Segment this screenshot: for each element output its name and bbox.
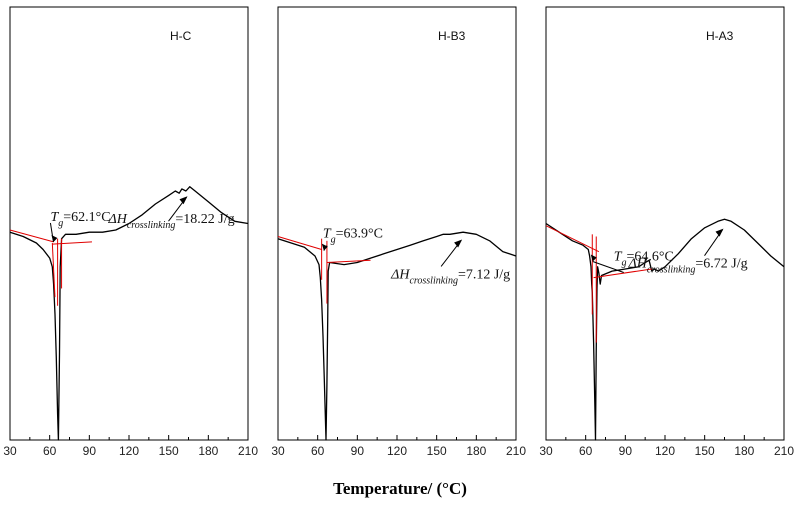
dh-annotation: ΔHcrosslinking=7.12 J/g	[390, 267, 510, 286]
x-tick-label: 60	[311, 444, 325, 458]
dsc-curve	[277, 231, 517, 441]
tg-arrowhead	[590, 254, 597, 262]
panels-group: 30 60 90 120 150 180 210H-CTg=62.1°CΔHcrosslin…	[3, 6, 794, 458]
dh-annotation: ΔHcrosslinking=18.22 J/g	[108, 212, 235, 231]
x-tick-label: 30	[539, 444, 553, 458]
x-tick-label: 120	[655, 444, 675, 458]
tangent-line	[9, 229, 54, 243]
x-tick-label: 150	[427, 444, 447, 458]
panel-label: H-B3	[438, 29, 466, 43]
plot-frame	[277, 6, 517, 441]
x-tick-label: 120	[119, 444, 139, 458]
plot-frame	[545, 6, 785, 441]
x-tick-label: 90	[619, 444, 633, 458]
dh-arrowhead	[715, 228, 724, 237]
tg-arrowhead	[321, 243, 328, 251]
x-tick-label: 210	[506, 444, 526, 458]
dsc-curve	[9, 186, 249, 441]
x-axis-label: Temperature/ (°C)	[333, 479, 467, 498]
tangent-line	[51, 242, 56, 298]
x-tick-label: 30	[271, 444, 285, 458]
tangent-line	[277, 236, 322, 250]
tg-arrowhead	[51, 234, 58, 242]
tg-annotation: Tg=62.1°C	[50, 210, 110, 229]
dh-arrowhead	[454, 239, 463, 248]
x-tick-label: 90	[351, 444, 365, 458]
x-tick-label: 120	[387, 444, 407, 458]
x-tick-label: 30	[3, 444, 17, 458]
panel-h-a3: 30 60 90 120 150 180 210 H-A3 Tg=64.6°CΔHcrossli…	[539, 6, 794, 458]
x-tick-label: 150	[159, 444, 179, 458]
panel-h-c: 30 60 90 120 150 180 210 H-C Tg=62.1°CΔHcrosslin…	[3, 6, 258, 458]
x-tick-label: 210	[774, 444, 794, 458]
x-tick-label: 180	[466, 444, 486, 458]
dsc-curve	[545, 218, 785, 441]
x-tick-label: 150	[695, 444, 715, 458]
x-tick-label: 210	[238, 444, 258, 458]
panel-label: H-A3	[706, 29, 734, 43]
dh-annotation: ΔHcrosslinking=6.72 J/g	[628, 257, 748, 276]
x-tick-label: 180	[734, 444, 754, 458]
tangent-line	[593, 268, 652, 279]
tg-annotation: Tg=64.6°C	[614, 249, 674, 268]
tangent-line	[52, 241, 93, 245]
panel-h-b3: 30 60 90 120 150 180 210 H-B3 Tg=63.9°C ΔHcrossli…	[271, 6, 526, 458]
x-tick-label: 60	[579, 444, 593, 458]
tg-arrow	[592, 260, 624, 273]
dh-arrowhead	[179, 196, 188, 205]
tangent-line	[326, 259, 371, 263]
x-tick-label: 180	[198, 444, 218, 458]
x-tick-label: 60	[43, 444, 57, 458]
panel-label: H-C	[170, 29, 192, 43]
tg-annotation: Tg=63.9°C	[323, 227, 383, 246]
tangent-line	[545, 225, 600, 253]
x-tick-label: 90	[83, 444, 97, 458]
